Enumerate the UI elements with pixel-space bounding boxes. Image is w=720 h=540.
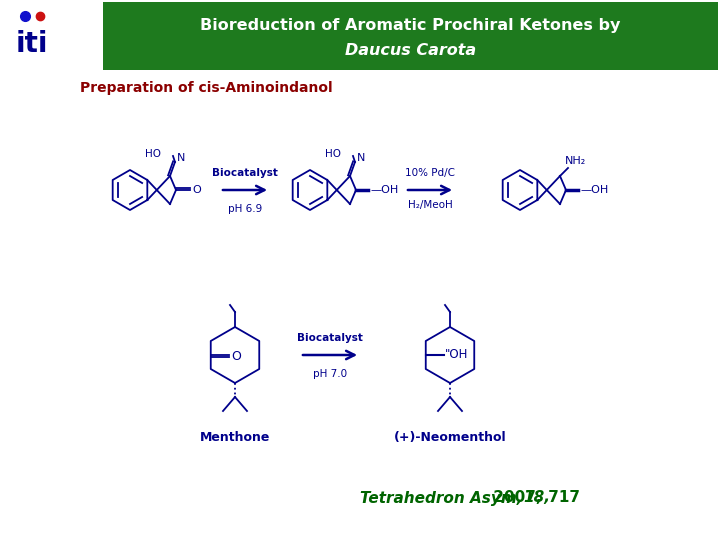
Text: 18,: 18, — [523, 490, 550, 505]
Text: pH 7.0: pH 7.0 — [313, 369, 347, 379]
Text: O: O — [230, 349, 240, 362]
Text: Biocatalyst: Biocatalyst — [212, 168, 278, 178]
Text: Preparation of cis-Aminoindanol: Preparation of cis-Aminoindanol — [80, 81, 333, 95]
Text: 717: 717 — [543, 490, 580, 505]
Text: —OH: —OH — [580, 185, 608, 195]
Bar — [103, 2, 718, 70]
Text: Biocatalyst: Biocatalyst — [297, 333, 363, 343]
Text: "OH: "OH — [445, 348, 468, 361]
Text: Tetrahedron Asym,: Tetrahedron Asym, — [360, 490, 523, 505]
Text: Menthone: Menthone — [200, 431, 270, 444]
Text: N: N — [177, 153, 185, 163]
Text: HO: HO — [145, 149, 161, 159]
Text: iti: iti — [16, 30, 48, 58]
Text: Daucus Carota: Daucus Carota — [345, 43, 476, 58]
Text: 2007,: 2007, — [488, 490, 546, 505]
Text: (+)-Neomenthol: (+)-Neomenthol — [394, 431, 506, 444]
Text: Bioreduction of Aromatic Prochiral Ketones by: Bioreduction of Aromatic Prochiral Keton… — [200, 18, 621, 33]
Text: NH₂: NH₂ — [565, 156, 586, 166]
Text: H₂/MeoH: H₂/MeoH — [408, 200, 452, 210]
Text: N: N — [357, 153, 365, 163]
Text: 10% Pd/C: 10% Pd/C — [405, 168, 455, 178]
Text: —OH: —OH — [370, 185, 398, 195]
Text: HO: HO — [325, 149, 341, 159]
Text: pH 6.9: pH 6.9 — [228, 204, 262, 214]
Text: O: O — [192, 185, 201, 195]
